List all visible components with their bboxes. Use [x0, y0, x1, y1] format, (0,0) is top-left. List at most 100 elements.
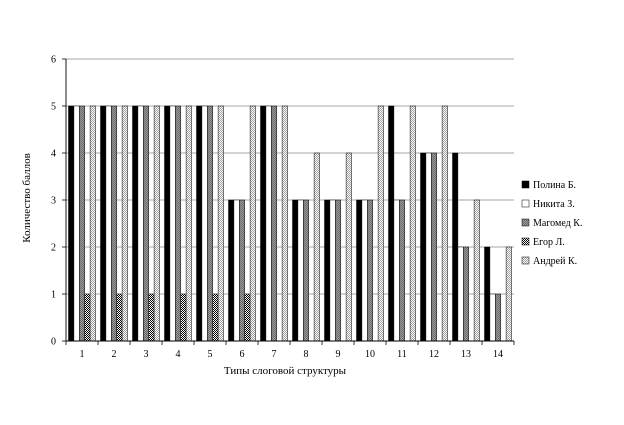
bar-6-series-3	[239, 199, 245, 342]
bar-4-series-4	[180, 293, 187, 342]
bar-11-series-3	[399, 199, 405, 342]
bar-8-series-2	[297, 199, 304, 342]
bar-13-series-5	[473, 199, 480, 342]
bar-1-series-4	[84, 293, 91, 342]
bar-11-series-5	[409, 105, 416, 342]
legend-label-3: Магомед К.	[533, 218, 582, 229]
bar-3-series-4	[148, 293, 155, 342]
x-tick-label-13: 13	[461, 349, 471, 360]
bar-11-series-1	[388, 105, 395, 342]
y-tick-labels: 0 1 2 3 4 5 6	[51, 55, 56, 348]
x-tick-label-14: 14	[493, 349, 503, 360]
bar-10-series-3	[367, 199, 373, 342]
x-tick-label-3: 3	[144, 349, 149, 360]
bar-1-series-3	[79, 105, 85, 342]
x-tick-labels: 1 2 3 4 5 6 7 8 9 10 11 12 13 14	[80, 349, 504, 360]
bar-8-series-1	[292, 199, 299, 342]
bar-4-series-2	[169, 105, 176, 342]
bar-2-series-3	[111, 105, 117, 342]
bar-14-series-5	[505, 246, 512, 342]
bar-3-series-5	[153, 105, 160, 342]
legend-label-2: Никита З.	[533, 199, 575, 210]
legend-swatch-4	[521, 237, 530, 246]
legend-label-5: Андрей К.	[533, 256, 577, 267]
bar-5-series-1	[196, 105, 203, 342]
x-tick-label-4: 4	[176, 349, 181, 360]
x-tick-label-6: 6	[240, 349, 245, 360]
bar-10-series-5	[377, 105, 384, 342]
y-tick-label-0: 0	[51, 337, 56, 348]
x-tick-label-10: 10	[365, 349, 375, 360]
bar-8-series-3	[303, 199, 309, 342]
bar-12-series-1	[420, 152, 427, 342]
x-tick-label-7: 7	[272, 349, 277, 360]
bar-13-series-2	[457, 246, 464, 342]
bar-10-series-1	[356, 199, 363, 342]
legend-swatch-1	[521, 180, 530, 189]
bar-7-series-1	[260, 105, 267, 342]
x-tick-label-8: 8	[304, 349, 309, 360]
bar-1-series-2	[73, 105, 80, 342]
bar-8-series-5	[313, 152, 320, 342]
bar-13-series-3	[463, 246, 469, 342]
bar-14-series-2	[489, 293, 496, 342]
y-tick-label-6: 6	[51, 55, 56, 66]
bar-13-series-1	[452, 152, 459, 342]
x-tick-label-1: 1	[80, 349, 85, 360]
bar-1-series-1	[68, 105, 75, 342]
x-axis-title: Типы слоговой структуры	[224, 365, 347, 377]
y-tick-label-2: 2	[51, 243, 56, 254]
bar-7-series-5	[281, 105, 288, 342]
bar-14-series-1	[484, 246, 491, 342]
y-tick-label-5: 5	[51, 102, 56, 113]
bar-5-series-2	[201, 105, 208, 342]
y-axis-title: Количество баллов	[21, 153, 33, 243]
axes	[62, 58, 515, 345]
bar-7-series-3	[271, 105, 277, 342]
bar-12-series-2	[425, 152, 432, 342]
bar-2-series-5	[121, 105, 128, 342]
legend-swatch-2	[521, 199, 530, 208]
bar-6-series-1	[228, 199, 235, 342]
bar-9-series-3	[335, 199, 341, 342]
bar-2-series-4	[116, 293, 123, 342]
bar-9-series-5	[345, 152, 352, 342]
x-tick-label-12: 12	[429, 349, 439, 360]
x-tick-label-11: 11	[397, 349, 407, 360]
bar-6-series-2	[233, 199, 240, 342]
legend-swatch-5	[521, 256, 530, 265]
bar-10-series-2	[361, 199, 368, 342]
legend-label-1: Полина Б.	[533, 180, 576, 191]
bar-3-series-3	[143, 105, 149, 342]
bar-6-series-4	[244, 293, 251, 342]
bar-4-series-1	[164, 105, 171, 342]
bar-1-series-5	[89, 105, 96, 342]
bar-6-series-5	[249, 105, 256, 342]
legend-label-4: Егор Л.	[533, 237, 565, 248]
bar-9-series-1	[324, 199, 331, 342]
bar-5-series-5	[217, 105, 224, 342]
bar-3-series-1	[132, 105, 139, 342]
y-tick-label-4: 4	[51, 149, 56, 160]
bar-12-series-5	[441, 105, 448, 342]
y-tick-label-1: 1	[51, 290, 56, 301]
bar-5-series-4	[212, 293, 219, 342]
x-tick-label-9: 9	[336, 349, 341, 360]
bar-11-series-2	[393, 199, 400, 342]
bar-7-series-2	[265, 105, 272, 342]
bar-12-series-3	[431, 152, 437, 342]
legend-swatch-3	[521, 218, 530, 227]
bar-14-series-3	[495, 293, 501, 342]
bars	[68, 105, 512, 342]
bar-2-series-1	[100, 105, 107, 342]
y-tick-label-3: 3	[51, 196, 56, 207]
x-tick-label-5: 5	[208, 349, 213, 360]
bar-9-series-2	[329, 199, 336, 342]
bar-5-series-3	[207, 105, 213, 342]
bar-4-series-5	[185, 105, 192, 342]
bar-3-series-2	[137, 105, 144, 342]
bar-4-series-3	[175, 105, 181, 342]
legend: Полина Б. Никита З. Магомед К. Егор Л. Андре…	[521, 180, 582, 267]
bar-2-series-2	[105, 105, 112, 342]
